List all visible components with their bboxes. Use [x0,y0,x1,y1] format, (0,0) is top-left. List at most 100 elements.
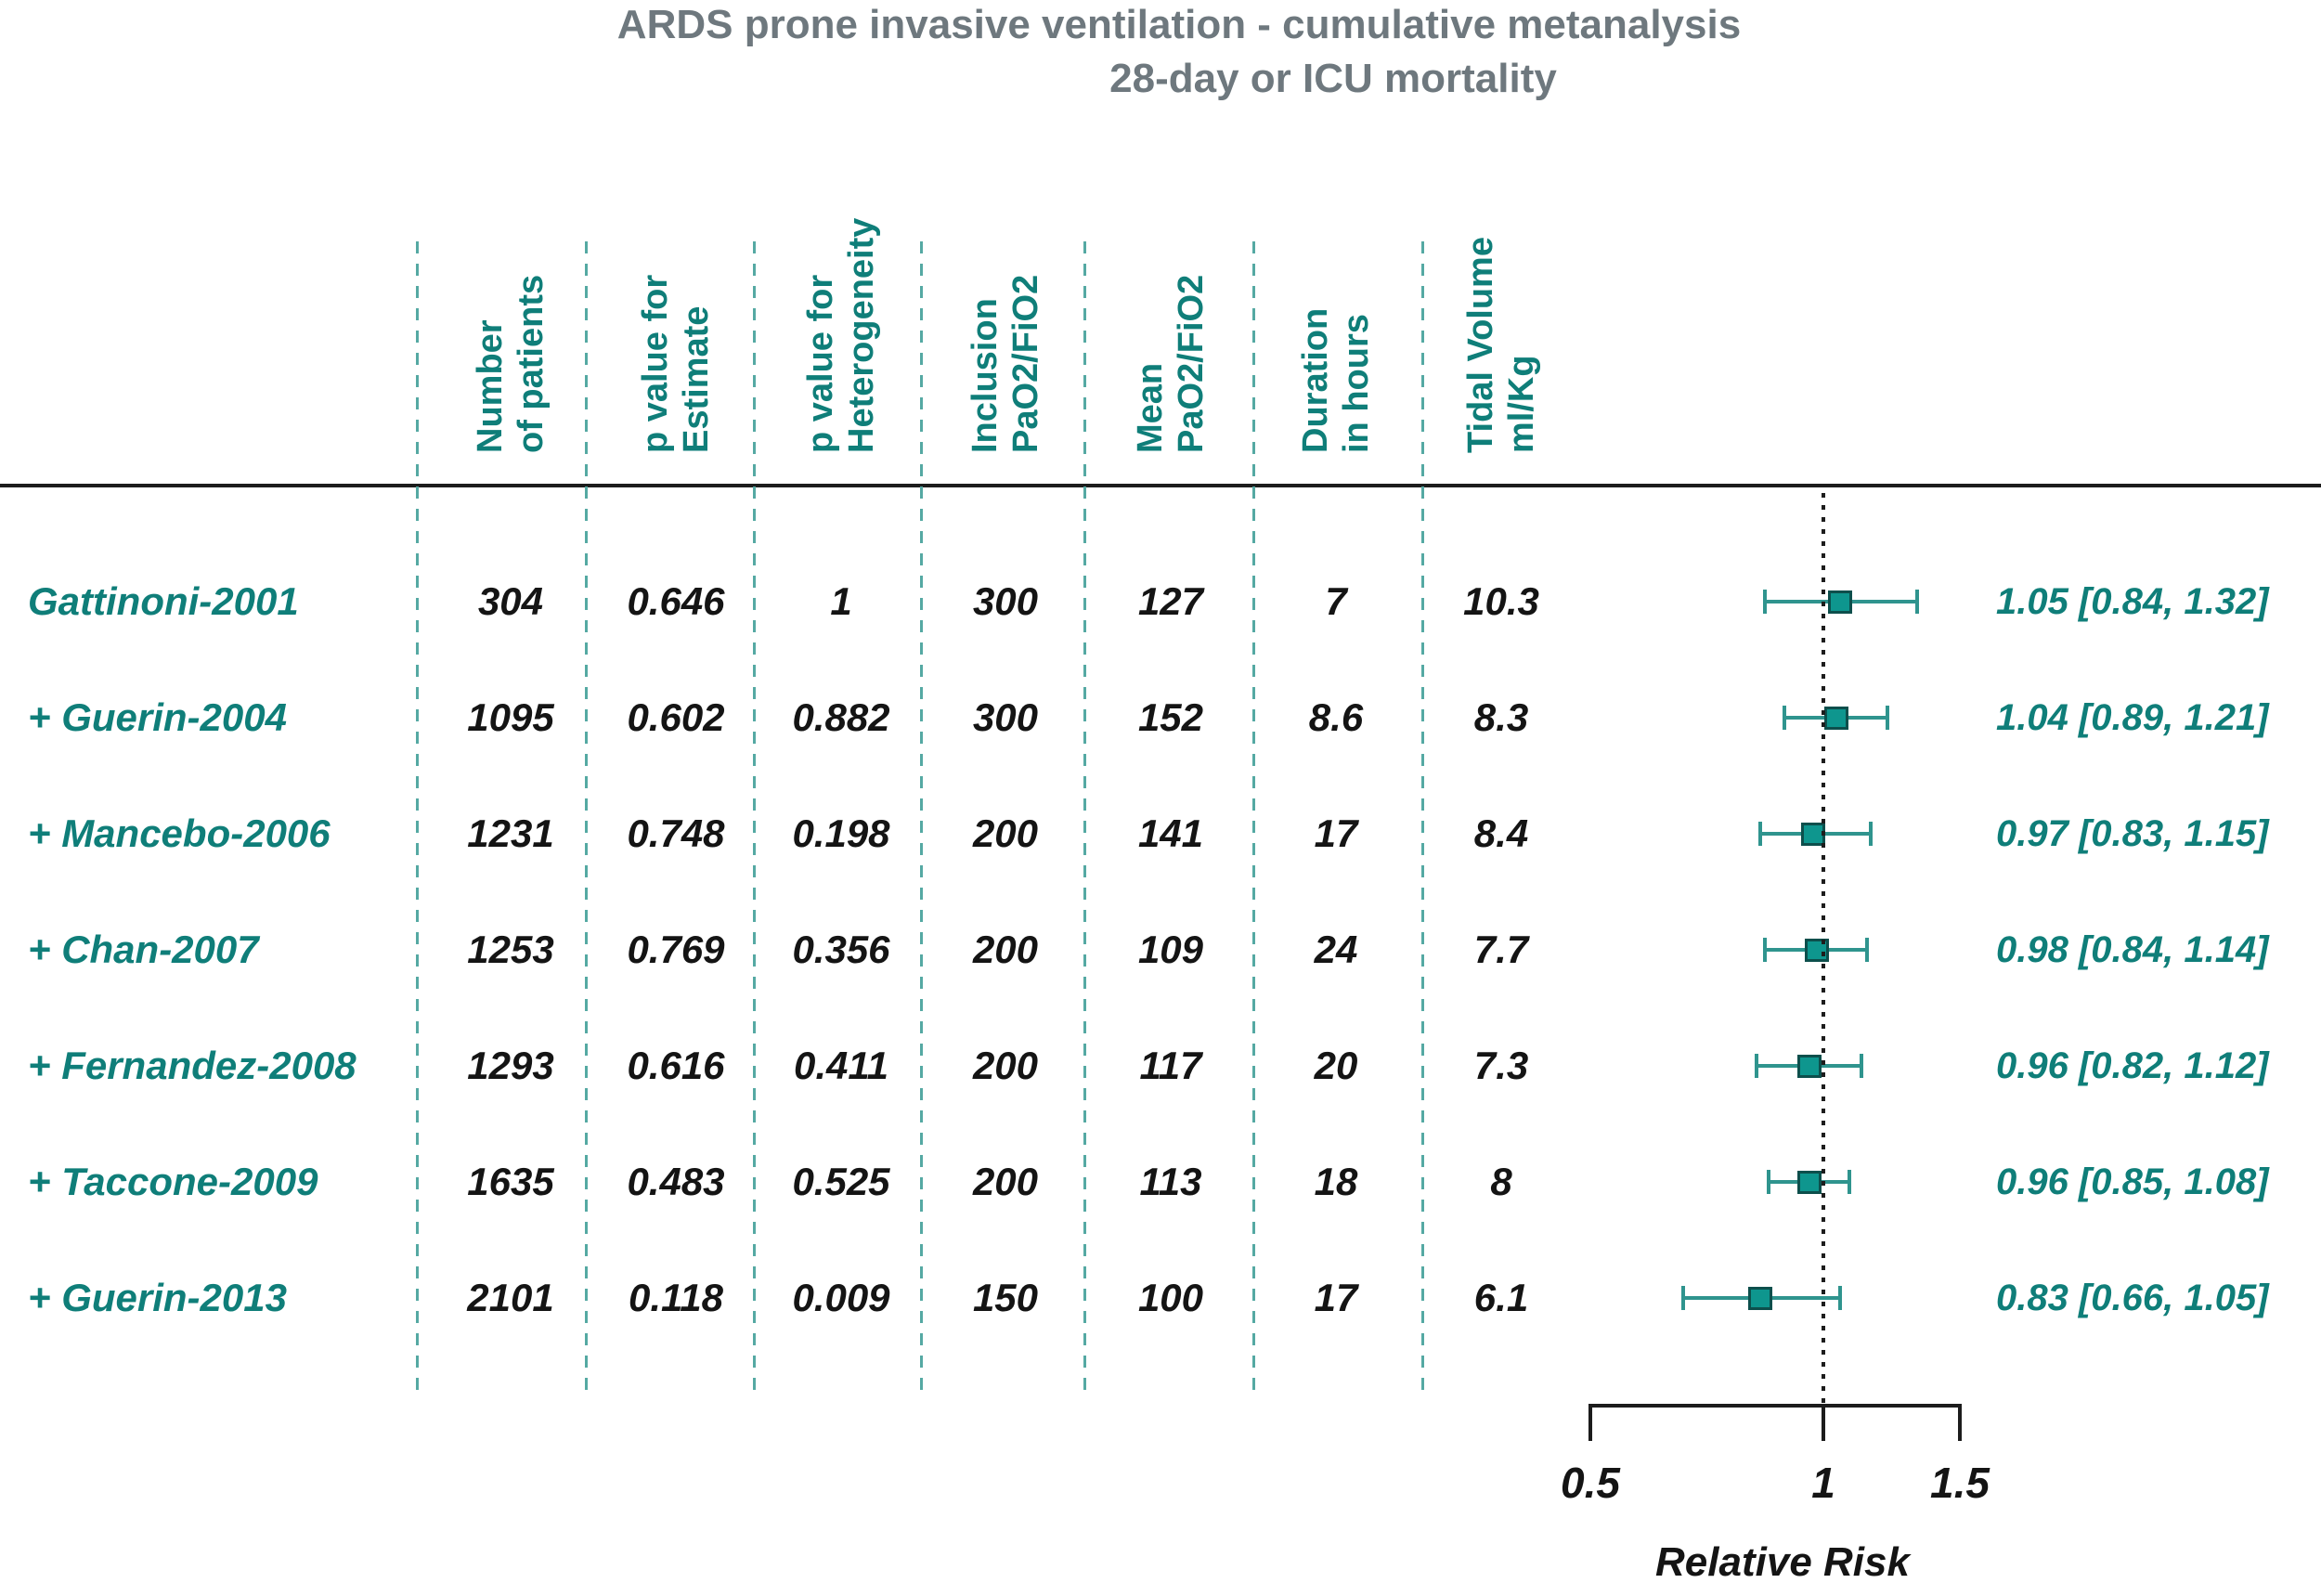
cell-value: 8 [1490,1160,1512,1203]
cell-value: 0.009 [792,1276,890,1319]
x-axis-tick [1958,1404,1962,1441]
chart-title-line2: 28-day or ICU mortality [1109,56,1557,101]
cell-value: 113 [1139,1160,1202,1203]
column-separator-line [919,241,923,1397]
cell-value: 141 [1137,811,1204,855]
column-header: p value for Estimate [636,274,716,453]
cell-value: 1 [830,579,852,623]
cell-value: 0.525 [792,1160,890,1203]
cell-value: 200 [972,811,1039,855]
cell-value: 109 [1137,928,1204,971]
cell-value: 0.646 [627,579,725,623]
rr-ci-label: 0.98 [0.84, 1.14] [1996,929,2269,970]
column-header: Mean PaO2/FiO2 [1131,274,1211,453]
cell-value: 1635 [467,1160,554,1203]
column-separator-line [584,241,588,1397]
cell-value: 150 [972,1276,1039,1319]
cell-value: 0.748 [627,811,725,855]
column-header: Tidal Volume ml/Kg [1461,237,1541,453]
cell-value: 304 [477,579,544,623]
study-label: + Guerin-2004 [28,695,287,739]
ci-cap-low [1767,1170,1771,1194]
header-rule [0,484,2321,487]
rr-ci-label: 1.05 [0.84, 1.32] [1996,581,2269,622]
cell-value: 24 [1314,928,1358,971]
cell-value: 7.7 [1473,928,1529,971]
cell-value: 0.602 [627,695,725,739]
column-separator-line [752,241,756,1397]
cell-value: 8.6 [1308,695,1364,739]
cell-value: 200 [972,1044,1039,1087]
cell-value: 1253 [467,928,554,971]
study-label: + Mancebo-2006 [28,811,331,855]
ci-cap-high [1868,822,1873,846]
point-estimate-marker [1827,590,1852,614]
cell-value: 8.3 [1473,695,1529,739]
rr-ci-label: 0.96 [0.85, 1.08] [1996,1161,2269,1202]
cell-value: 0.198 [792,811,890,855]
x-axis-tick [1588,1404,1592,1441]
cell-value: 117 [1139,1044,1202,1087]
cell-value: 0.769 [627,928,725,971]
x-axis-tick-label: 1.5 [1930,1459,1990,1507]
column-separator-line [1251,241,1255,1397]
ci-cap-high [1860,1054,1864,1078]
ci-cap-high [1914,590,1919,614]
ci-cap-high [1886,706,1890,730]
study-label: + Guerin-2013 [28,1276,287,1319]
ci-cap-high [1847,1170,1851,1194]
cell-value: 7 [1325,579,1347,623]
point-estimate-marker [1797,1171,1822,1194]
cell-value: 1293 [467,1044,554,1087]
cell-value: 17 [1314,1276,1358,1319]
ci-cap-high [1865,938,1870,962]
study-label: + Taccone-2009 [28,1160,318,1203]
rr-ci-label: 1.04 [0.89, 1.21] [1996,697,2269,738]
study-label: + Fernandez-2008 [28,1044,357,1087]
ci-cap-low [1762,938,1767,962]
cell-value: 0.118 [629,1276,723,1319]
x-axis-tick-label: 1 [1811,1459,1835,1507]
study-label: + Chan-2007 [28,928,259,971]
column-separator-line [1083,241,1086,1397]
cell-value: 100 [1137,1276,1204,1319]
cell-value: 200 [972,1160,1039,1203]
cell-value: 8.4 [1473,811,1529,855]
cell-value: 20 [1314,1044,1358,1087]
column-header: Number of patients [471,274,551,453]
cell-value: 300 [972,579,1039,623]
cell-value: 300 [972,695,1039,739]
rr-ci-label: 0.97 [0.83, 1.15] [1996,813,2269,854]
column-separator-line [1420,241,1424,1397]
cell-value: 0.882 [792,695,890,739]
ci-cap-low [1782,706,1786,730]
cell-value: 17 [1314,811,1358,855]
cell-value: 0.356 [792,928,890,971]
point-estimate-marker [1797,1055,1822,1078]
reference-line-rr1 [1822,493,1825,1407]
study-label: Gattinoni-2001 [28,579,299,623]
ci-cap-low [1758,822,1763,846]
cell-value: 1095 [467,695,554,739]
ci-cap-high [1837,1286,1842,1310]
cell-value: 152 [1137,695,1204,739]
rr-ci-label: 0.83 [0.66, 1.05] [1996,1278,2269,1318]
x-axis-line [1590,1404,1962,1408]
cell-value: 0.483 [627,1160,725,1203]
chart-title-line1: ARDS prone invasive ventilation - cumula… [616,2,1742,47]
cell-value: 127 [1137,579,1204,623]
rr-ci-label: 0.96 [0.82, 1.12] [1996,1045,2269,1086]
cell-value: 7.3 [1473,1044,1529,1087]
cell-value: 0.411 [794,1044,888,1087]
ci-cap-low [1755,1054,1759,1078]
column-header: Inclusion PaO2/FiO2 [966,274,1045,453]
column-header: p value for Heterogeneity [801,217,881,453]
cell-value: 10.3 [1463,579,1539,623]
column-header: Duration in hours [1296,307,1376,453]
x-axis-title: Relative Risk [1655,1539,1910,1585]
column-separator-line [415,241,419,1397]
cell-value: 6.1 [1473,1276,1529,1319]
x-axis-tick [1822,1404,1825,1441]
cell-value: 1231 [467,811,554,855]
